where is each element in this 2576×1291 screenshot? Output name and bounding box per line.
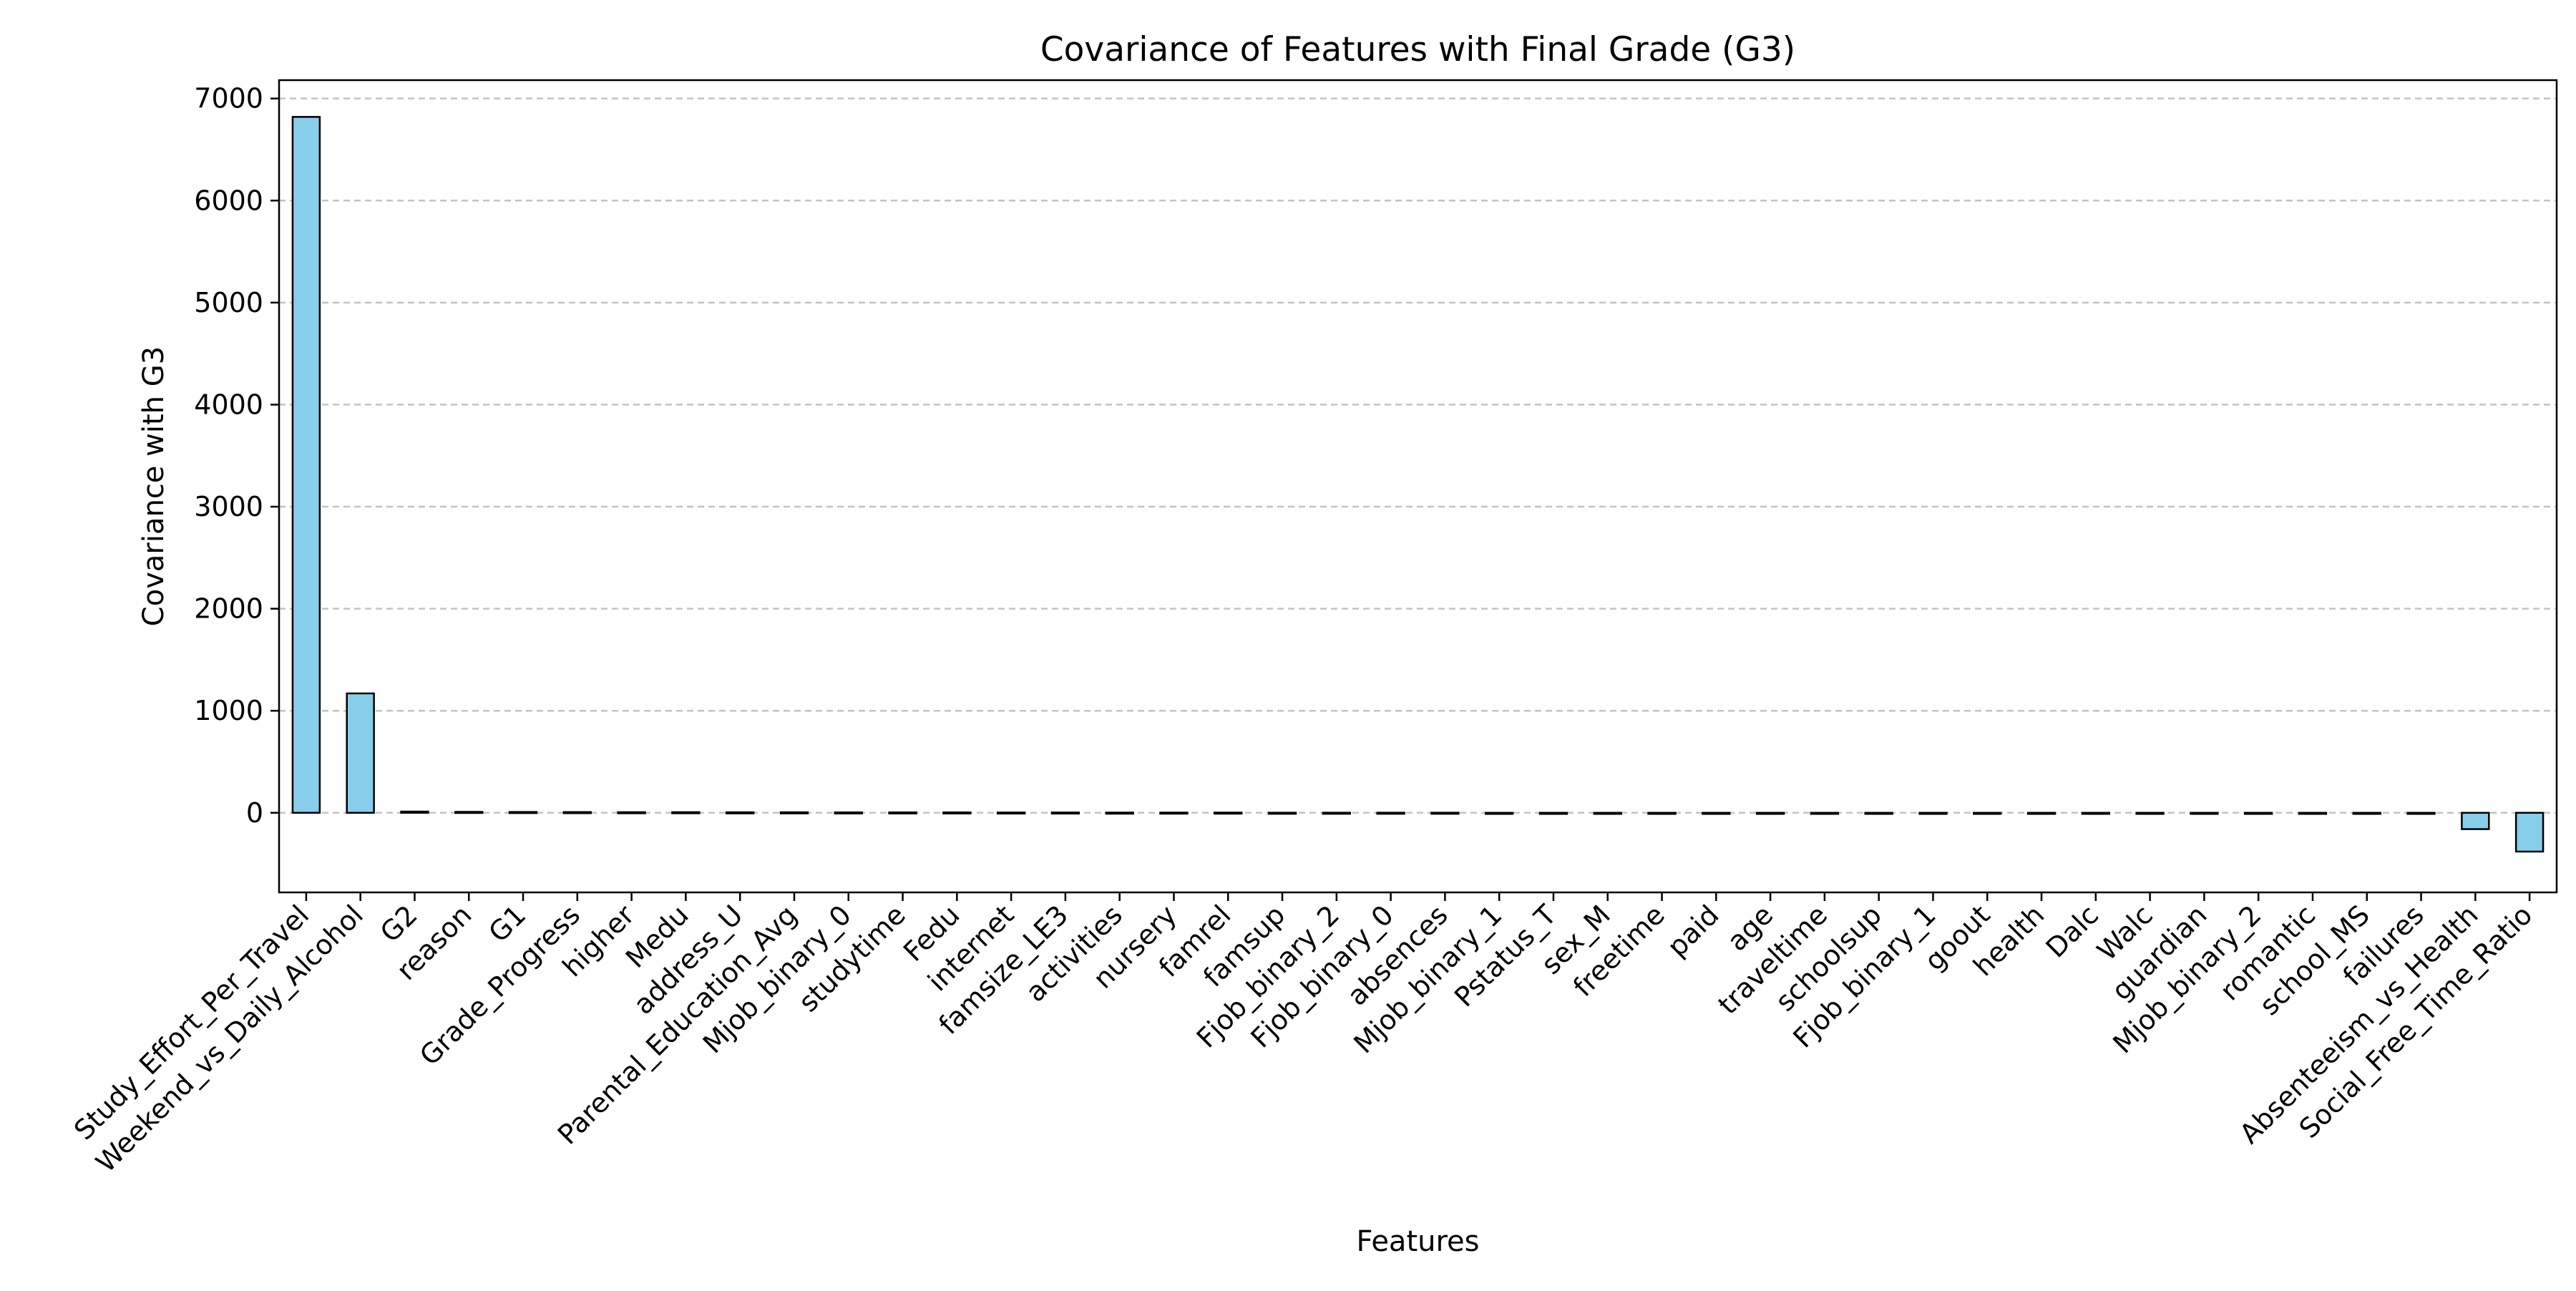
bar-sex-m	[1593, 812, 1622, 815]
bar-pstatus-t	[1538, 812, 1568, 815]
bar-medu	[671, 811, 701, 814]
bar-fjob-binary-1	[1918, 812, 1948, 815]
bar-reason	[454, 811, 484, 814]
y-tick-label: 2000	[194, 593, 263, 625]
y-tick-label: 3000	[194, 491, 263, 522]
bar-guardian	[2190, 812, 2219, 815]
y-axis-label: Covariance with G3	[137, 346, 170, 626]
bar-goout	[1973, 812, 2002, 815]
bar-internet	[996, 812, 1026, 815]
bar-mjob-binary-2	[2243, 812, 2273, 815]
bar-mjob-binary-0	[834, 811, 863, 814]
bar-failures	[2406, 812, 2436, 815]
y-tick-label: 5000	[194, 287, 263, 318]
y-tick-label: 4000	[194, 389, 263, 420]
bar-fedu	[942, 811, 972, 814]
bar-study-effort-per-travel	[291, 116, 321, 814]
bar-fjob-binary-2	[1322, 812, 1352, 815]
y-tick-label: 7000	[194, 83, 263, 115]
bar-walc	[2135, 812, 2165, 815]
bar-age	[1755, 812, 1785, 815]
bar-famrel	[1214, 812, 1243, 815]
bar-weekend-vs-daily-alcohol	[346, 692, 375, 814]
bar-traveltime	[1810, 812, 1840, 815]
bar-schoolsup	[1864, 812, 1893, 815]
bar-freetime	[1647, 812, 1677, 815]
bars	[291, 116, 2545, 853]
bar-nursery	[1159, 812, 1189, 815]
bar-famsize-le3	[1050, 812, 1080, 815]
bar-dalc	[2081, 812, 2111, 815]
grid-lines	[279, 97, 2557, 814]
y-tick-label: 0	[246, 797, 263, 829]
bar-fjob-binary-0	[1376, 812, 1405, 815]
x-axis-label: Features	[1357, 1225, 1480, 1258]
plot-frame	[278, 79, 2558, 894]
bar-parental-education-avg	[779, 811, 809, 814]
bar-mjob-binary-1	[1484, 812, 1514, 815]
bar-activities	[1105, 812, 1134, 815]
bar-romantic	[2298, 812, 2328, 815]
bar-paid	[1702, 812, 1731, 815]
bar-absences	[1430, 812, 1460, 815]
y-tick-label: 1000	[194, 695, 263, 726]
bar-g1	[508, 811, 538, 814]
bar-higher	[617, 811, 646, 814]
bar-social-free-time-ratio	[2514, 812, 2545, 853]
bar-g2	[400, 810, 429, 814]
y-axis-ticks: 0 1000 2000 3000 4000 5000 6000 7000	[194, 83, 279, 829]
chart-title: Covariance of Features with Final Grade …	[1040, 30, 1795, 69]
bar-school-ms	[2352, 812, 2381, 815]
bar-famsup	[1267, 812, 1297, 815]
bar-address-u	[725, 811, 755, 814]
bar-health	[2026, 812, 2057, 815]
y-tick-label: 6000	[194, 185, 263, 216]
bar-absenteeism-vs-health	[2461, 812, 2490, 830]
bar-grade-progress	[562, 811, 592, 814]
bar-studytime	[888, 811, 917, 814]
